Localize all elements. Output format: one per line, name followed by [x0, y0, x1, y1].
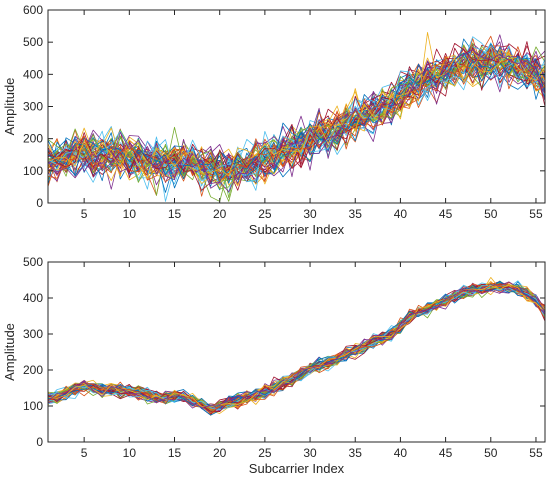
series-line-60 — [48, 286, 545, 408]
y-tick-label: 0 — [36, 196, 43, 210]
series-group — [48, 277, 545, 416]
top-amplitude-plot: 5 10 15 20 25 30 35 40 45 50 55 0 100 200 300 400 500 600… — [2, 3, 546, 237]
series-line-52 — [48, 49, 545, 187]
x-tick-label: 20 — [213, 207, 227, 221]
x-tick-label: 10 — [123, 207, 137, 221]
y-tick-label: 200 — [23, 363, 43, 377]
x-tick-label: 5 — [81, 207, 88, 221]
series-line-26 — [48, 42, 545, 202]
x-tick-label: 50 — [484, 207, 498, 221]
x-tick-label: 20 — [213, 446, 227, 460]
y-axis-label: Amplitude — [2, 323, 17, 381]
y-tick-label: 600 — [23, 3, 43, 17]
series-line-50 — [48, 59, 545, 184]
series-group — [48, 32, 545, 202]
axes-box — [47, 261, 546, 443]
x-axis-label: Subcarrier Index — [249, 461, 345, 476]
y-tick-label: 0 — [36, 435, 43, 449]
x-tick-label: 15 — [168, 207, 182, 221]
x-tick-label: 30 — [303, 207, 317, 221]
y-axis-label: Amplitude — [2, 78, 17, 136]
series-line-57 — [48, 52, 545, 189]
x-tick-label: 35 — [349, 207, 363, 221]
x-tick-label: 25 — [258, 446, 272, 460]
x-tick-label: 55 — [529, 207, 543, 221]
x-tick-label: 50 — [484, 446, 498, 460]
series-line-53 — [48, 281, 545, 412]
x-tick-label: 35 — [349, 446, 363, 460]
series-line-60 — [48, 49, 545, 193]
series-line-59 — [48, 32, 545, 180]
x-tick-label: 45 — [439, 207, 453, 221]
x-tick-label: 10 — [123, 446, 137, 460]
y-tick-label: 500 — [23, 255, 43, 269]
y-tick-label: 200 — [23, 132, 43, 146]
series-line-21 — [48, 283, 545, 416]
x-tick-label: 40 — [394, 207, 408, 221]
y-tick-label: 400 — [23, 67, 43, 81]
y-tick-label: 300 — [23, 327, 43, 341]
x-tick-label: 25 — [258, 207, 272, 221]
x-tick-label: 5 — [81, 446, 88, 460]
y-tick-label: 100 — [23, 399, 43, 413]
series-line-56 — [48, 42, 545, 191]
x-axis-label: Subcarrier Index — [249, 222, 345, 237]
y-tick-label: 300 — [23, 100, 43, 114]
series-line-53 — [48, 48, 545, 189]
series-line-55 — [48, 284, 545, 411]
y-tick-label: 500 — [23, 35, 43, 49]
axes-box — [47, 9, 546, 204]
y-tick-label: 100 — [23, 164, 43, 178]
bottom-amplitude-plot: 5 10 15 20 25 30 35 40 45 50 55 0 100 200 300 400 500 Sub… — [2, 255, 546, 476]
x-tick-label: 15 — [168, 446, 182, 460]
x-tick-label: 30 — [303, 446, 317, 460]
x-tick-label: 55 — [529, 446, 543, 460]
y-tick-label: 400 — [23, 291, 43, 305]
series-line-50 — [48, 281, 545, 416]
x-tick-label: 40 — [394, 446, 408, 460]
x-tick-label: 45 — [439, 446, 453, 460]
